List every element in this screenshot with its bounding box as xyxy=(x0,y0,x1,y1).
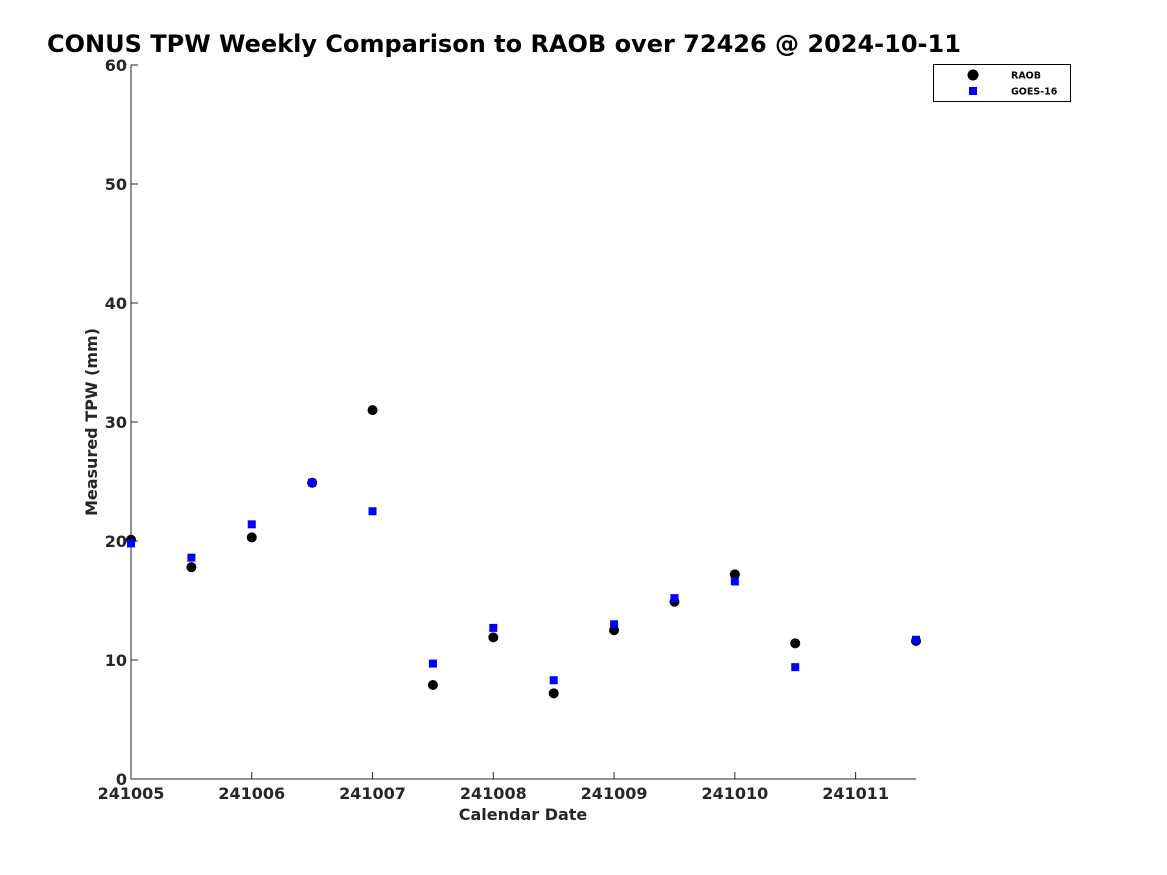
goes-16-point xyxy=(610,620,619,629)
goes-16-point xyxy=(308,478,317,487)
goes-16-point xyxy=(428,659,437,668)
x-tick-label: 241005 xyxy=(98,784,165,803)
legend-box xyxy=(933,64,1071,102)
legend-goes16-marker xyxy=(969,87,977,95)
x-tick-label: 241010 xyxy=(701,784,768,803)
goes-16-point xyxy=(912,635,920,644)
x-tick-label: 241009 xyxy=(581,784,648,803)
raob-point xyxy=(790,638,801,649)
y-axis-label: Measured TPW (mm) xyxy=(82,328,101,516)
goes-16-point xyxy=(670,594,679,603)
raob-point xyxy=(427,679,438,690)
legend: RAOB GOES-16 xyxy=(933,64,1071,102)
plot-area xyxy=(130,65,916,780)
goes-16-point xyxy=(247,520,256,529)
x-tick-label: 241006 xyxy=(218,784,285,803)
raob-point xyxy=(548,688,559,699)
y-tick-label: 40 xyxy=(105,294,127,313)
goes-16-point xyxy=(187,553,196,562)
y-ticks: 0 10 20 30 40 50 60 xyxy=(105,56,138,789)
legend-raob-marker xyxy=(967,69,979,81)
y-tick-label: 10 xyxy=(105,651,127,670)
goes-16-point xyxy=(549,676,558,685)
x-ticks: 241005 241006 241007 241008 241009 241010 2410… xyxy=(98,772,889,803)
legend-raob-label: RAOB xyxy=(1011,71,1041,82)
raob-point xyxy=(367,405,378,416)
goes-16-point xyxy=(127,539,135,548)
raob-point xyxy=(729,569,740,580)
raob-point xyxy=(488,632,499,643)
goes-16-point xyxy=(791,663,800,672)
x-tick-label: 241011 xyxy=(822,784,889,803)
x-tick-label: 241008 xyxy=(460,784,527,803)
chart-title: CONUS TPW Weekly Comparison to RAOB over… xyxy=(47,30,961,58)
legend-goes16-label: GOES-16 xyxy=(1011,87,1058,98)
y-tick-label: 20 xyxy=(105,532,127,551)
x-tick-label: 241007 xyxy=(339,784,406,803)
goes-16-point xyxy=(489,623,498,632)
y-tick-label: 0 xyxy=(116,770,127,789)
raob-point xyxy=(246,532,257,543)
x-axis-label: Calendar Date xyxy=(459,805,588,824)
raob-point xyxy=(186,562,197,573)
goes-16-point xyxy=(730,577,739,586)
y-tick-label: 30 xyxy=(105,413,127,432)
data-markers xyxy=(126,405,921,699)
y-tick-label: 50 xyxy=(105,175,127,194)
y-tick-label: 60 xyxy=(105,56,127,75)
goes-16-point xyxy=(368,507,377,516)
